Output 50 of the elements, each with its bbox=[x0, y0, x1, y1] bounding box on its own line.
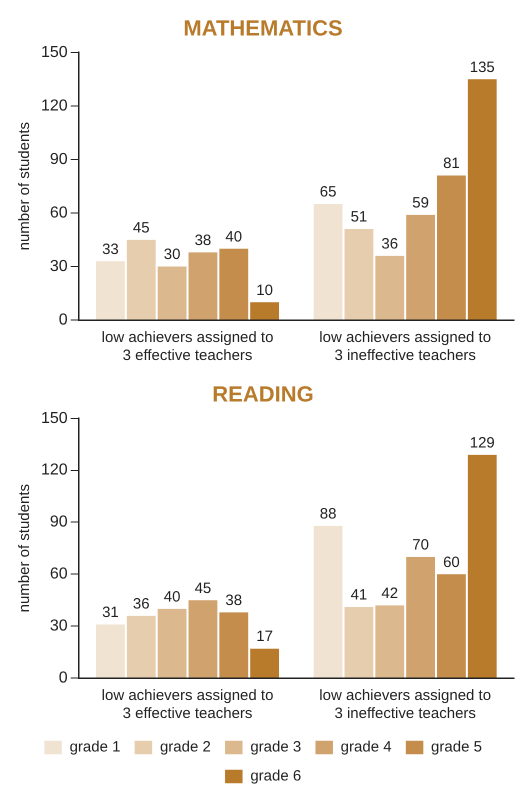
data-label: 31 bbox=[102, 604, 119, 621]
data-label: 60 bbox=[443, 554, 460, 571]
x-tick-label: low achievers assigned to 3 effective teachers bbox=[102, 687, 274, 722]
y-axis-title: number of students bbox=[16, 484, 34, 612]
legend-label: grade 4 bbox=[340, 738, 392, 756]
y-tick-label: 0 bbox=[58, 669, 68, 686]
data-label: 38 bbox=[194, 232, 212, 249]
legend-label: grade 2 bbox=[160, 738, 211, 756]
x-tick-label: low achievers assigned to 3 ineffective teachers bbox=[319, 329, 492, 364]
legend-label: grade 1 bbox=[70, 738, 120, 756]
data-label: 45 bbox=[132, 219, 150, 236]
y-tick-label: 90 bbox=[50, 150, 68, 168]
data-label: 42 bbox=[381, 584, 398, 602]
y-tick-label: 0 bbox=[58, 311, 68, 328]
data-label: 30 bbox=[164, 246, 180, 264]
chart-title: MATHEMATICS bbox=[183, 15, 343, 40]
y-tick-label: 150 bbox=[40, 410, 68, 427]
legend-label: grade 6 bbox=[250, 768, 302, 785]
y-tick-label: 30 bbox=[50, 258, 68, 275]
data-label: 70 bbox=[412, 536, 429, 554]
data-label: 59 bbox=[412, 194, 429, 212]
data-label: 33 bbox=[102, 240, 119, 258]
legend-label: grade 3 bbox=[250, 738, 302, 756]
y-tick-label: 30 bbox=[50, 617, 68, 634]
data-label: 40 bbox=[225, 228, 242, 246]
y-axis-title: number of students bbox=[16, 122, 34, 250]
legend-label: grade 5 bbox=[431, 738, 482, 756]
y-tick-label: 60 bbox=[50, 204, 68, 222]
y-tick-label: 60 bbox=[50, 566, 68, 583]
y-tick-label: 120 bbox=[40, 462, 68, 479]
y-tick-label: 120 bbox=[40, 97, 68, 114]
data-label: 41 bbox=[350, 586, 368, 604]
data-label: 40 bbox=[164, 588, 180, 606]
data-label: 65 bbox=[320, 184, 336, 201]
chart-title: READING bbox=[212, 381, 314, 406]
y-tick-label: 90 bbox=[50, 514, 68, 531]
data-label: 45 bbox=[194, 580, 212, 597]
y-tick-label: 150 bbox=[40, 44, 68, 61]
x-tick-label: low achievers assigned to 3 ineffective teachers bbox=[319, 687, 492, 722]
data-label: 135 bbox=[470, 58, 495, 76]
x-tick-label: low achievers assigned to 3 effective teachers bbox=[102, 329, 274, 364]
data-label: 17 bbox=[256, 628, 273, 646]
data-label: 10 bbox=[256, 282, 273, 299]
data-label: 36 bbox=[381, 235, 398, 252]
data-label: 88 bbox=[320, 505, 336, 522]
data-label: 129 bbox=[470, 434, 495, 452]
data-label: 38 bbox=[225, 592, 242, 609]
data-label: 36 bbox=[132, 595, 150, 612]
data-label: 51 bbox=[350, 208, 368, 226]
data-label: 81 bbox=[443, 155, 460, 172]
